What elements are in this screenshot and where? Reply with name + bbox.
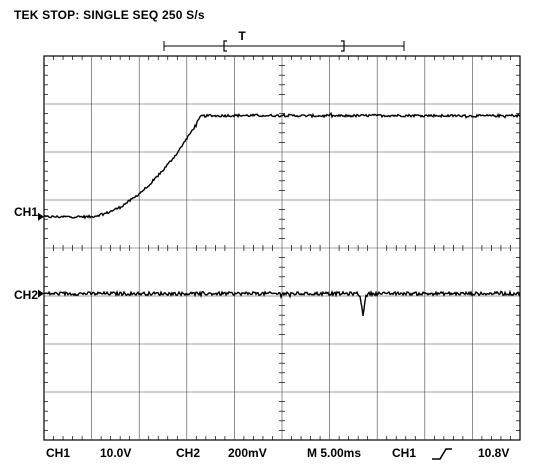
rising-edge-icon [432,448,452,460]
ch1-ground-label: CH1 [14,205,39,219]
ch2-readout-label: CH2 [176,446,201,460]
scope-status-header: TEK STOP: SINGLE SEQ 250 S/s [14,8,205,22]
bracket-inner-right [341,40,345,52]
trigger-level-readout: 10.8V [478,446,510,460]
timebase-readout: M 5.00ms [307,446,362,460]
ch2-ground-marker-icon [38,289,44,298]
trace-ch1 [43,111,521,220]
ch2-scale-readout: 200mV [228,446,267,460]
trigger-marker: T [238,29,246,43]
trigger-source-readout: CH1 [392,446,417,460]
trace-ch2 [43,289,521,317]
ch1-scale-readout: 10.0V [100,446,132,460]
traces [38,111,521,317]
trigger-position-bracket [163,40,405,52]
ch2-ground-label: CH2 [14,288,39,302]
graticule [43,55,521,441]
ch1-readout-label: CH1 [46,446,71,460]
ch1-ground-marker-icon [38,212,44,221]
bracket-inner-left [223,40,227,52]
